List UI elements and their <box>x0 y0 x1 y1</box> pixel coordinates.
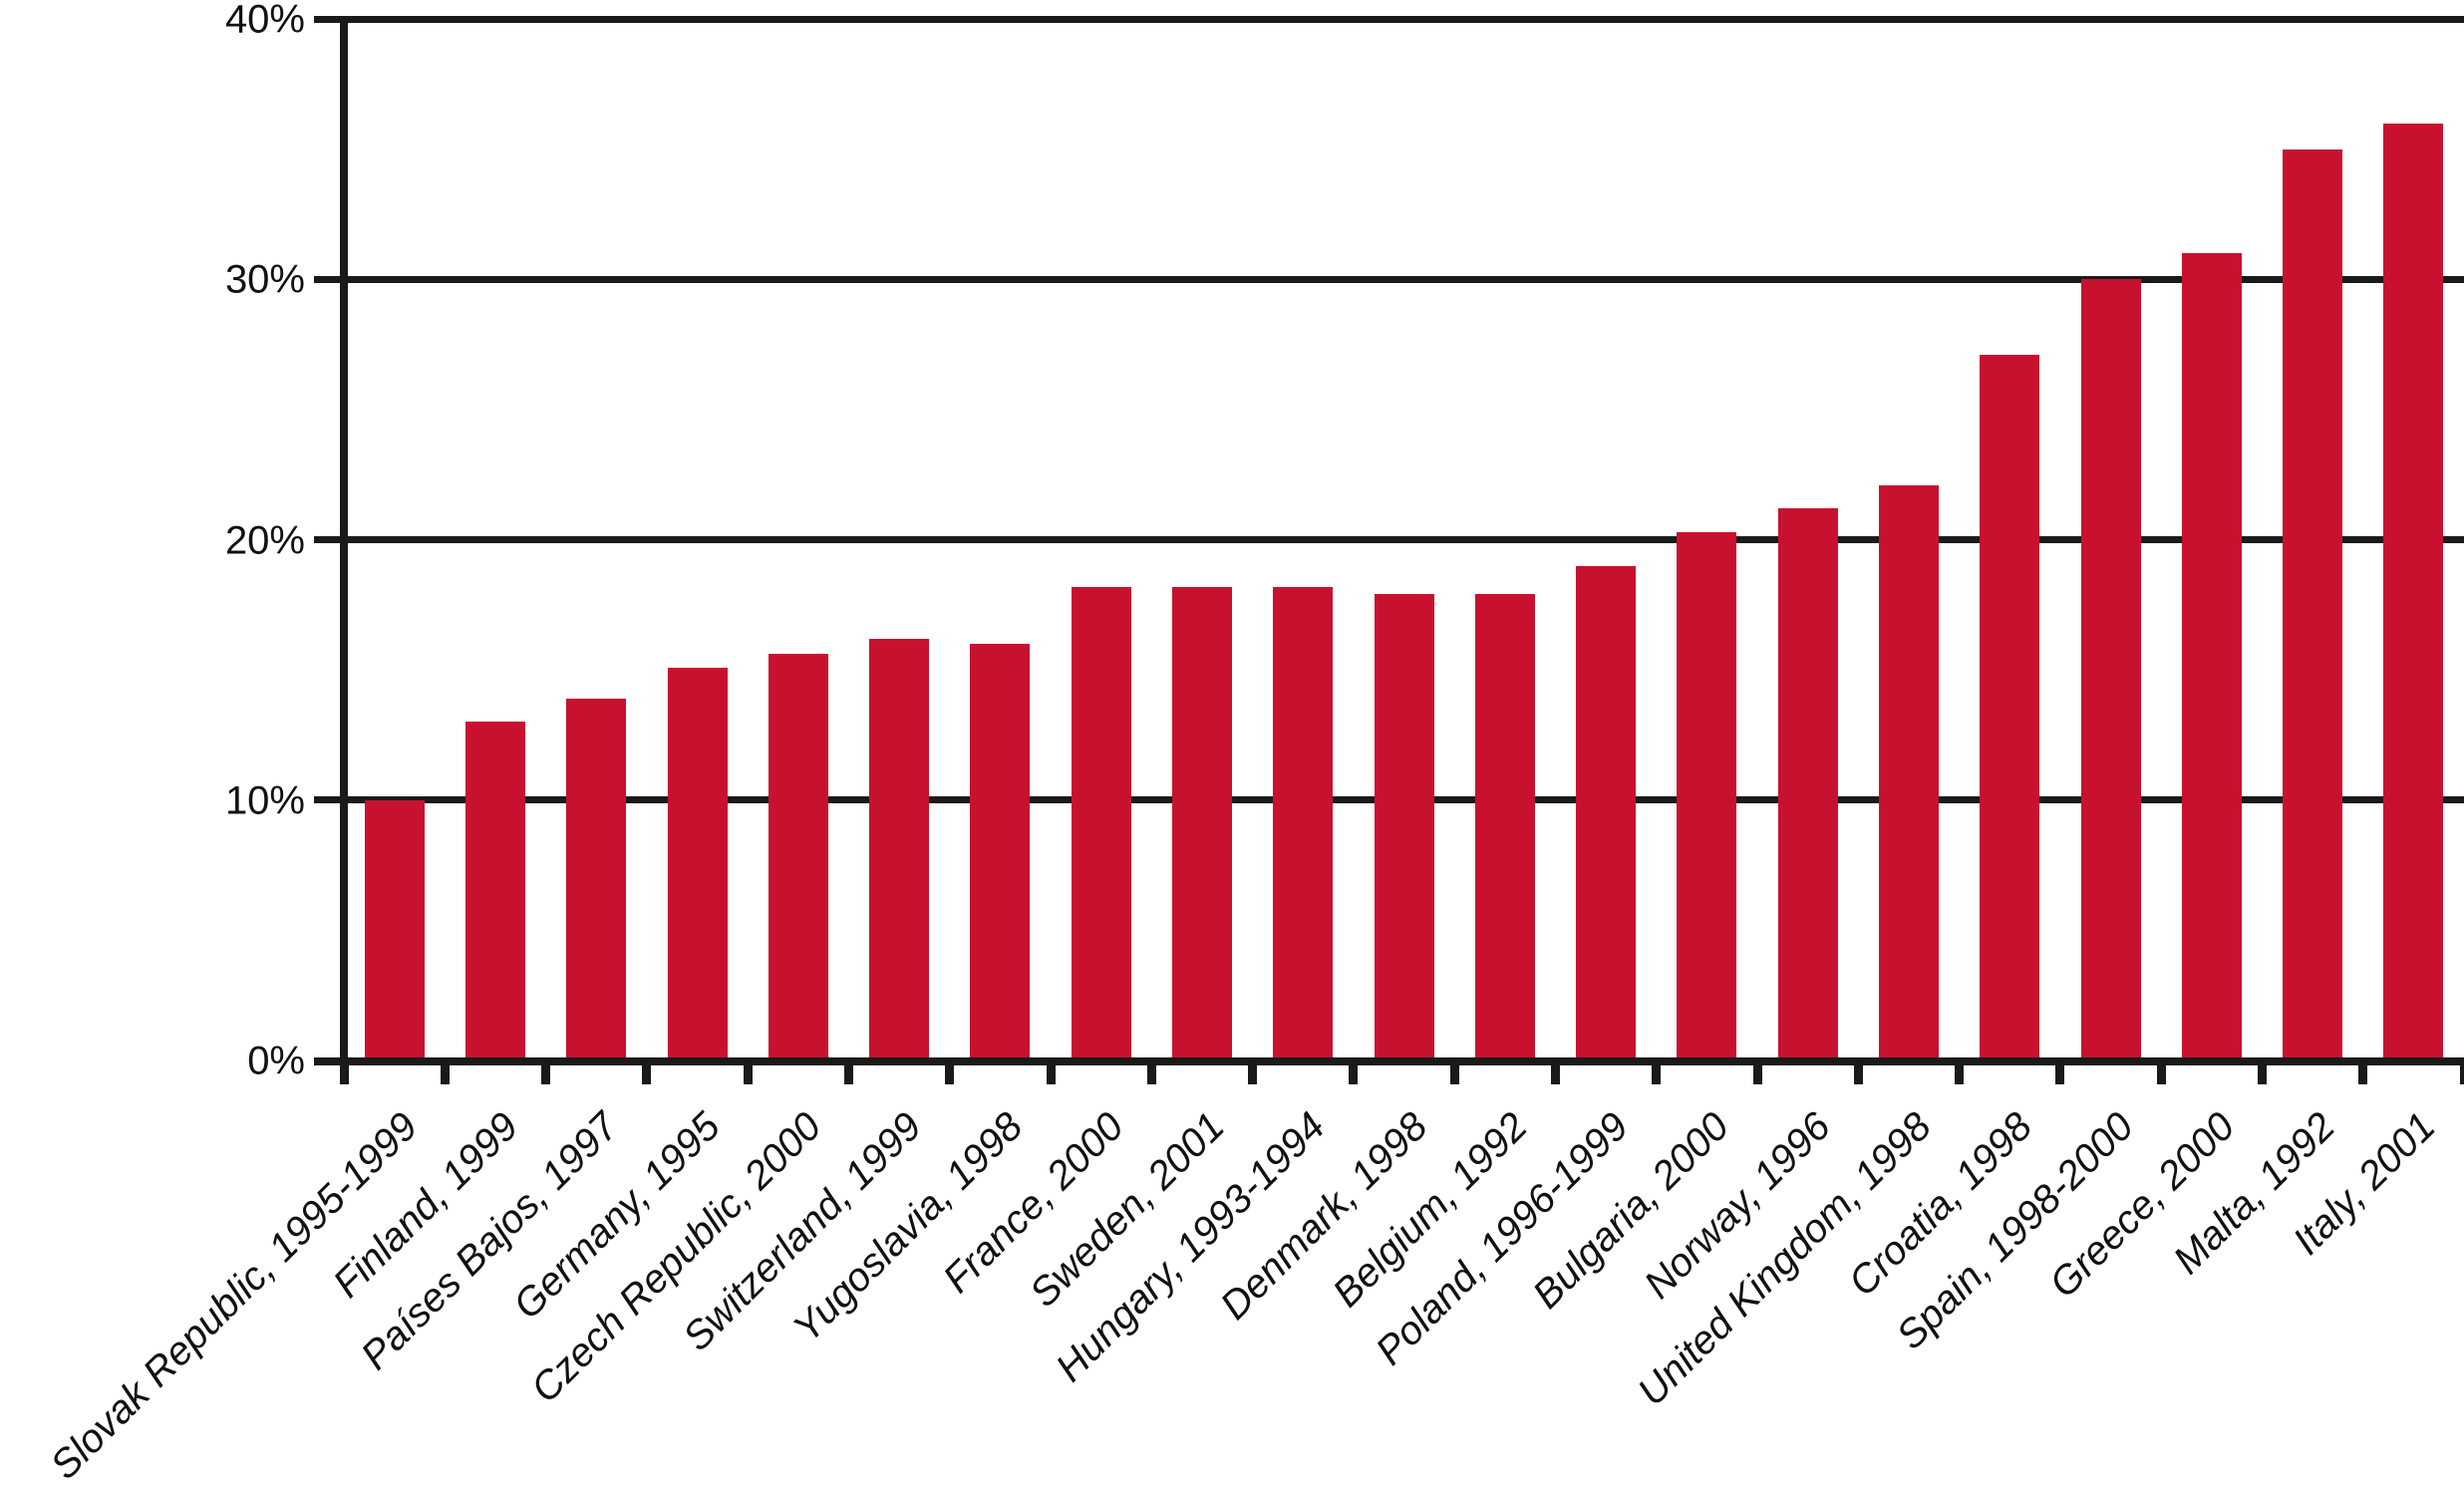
x-axis-tick <box>340 1064 349 1084</box>
x-axis-tick <box>945 1064 954 1084</box>
bar-belgium <box>1475 594 1535 1062</box>
bar-france <box>1072 587 1131 1062</box>
x-axis-tick <box>1854 1064 1863 1084</box>
gridline-30% <box>314 276 2464 283</box>
bar-poland <box>1576 566 1636 1062</box>
x-axis-tick <box>1047 1064 1056 1084</box>
x-axis-tick <box>1652 1064 1661 1084</box>
x-axis-tick <box>744 1064 753 1084</box>
bar-czech-republic <box>769 654 828 1062</box>
bar-spain <box>2081 279 2141 1062</box>
bar-germany <box>668 668 728 1062</box>
y-axis-tick-label: 20% <box>224 518 305 563</box>
bar-norway <box>1778 508 1838 1062</box>
x-axis-tick <box>642 1064 651 1084</box>
y-axis-line <box>340 16 348 1065</box>
x-axis-tick <box>2358 1064 2367 1084</box>
y-axis-tick-label: 30% <box>224 257 305 302</box>
x-axis-tick <box>1147 1064 1156 1084</box>
bar-pa-ses-bajos <box>566 699 626 1062</box>
x-axis-tick <box>1753 1064 1762 1084</box>
bar-italy <box>2383 124 2443 1063</box>
bar-hungary <box>1273 587 1333 1062</box>
x-axis-tick <box>441 1064 450 1084</box>
y-axis-tick-label: 40% <box>224 0 305 42</box>
bar-croatia <box>1980 355 2039 1062</box>
x-axis-tick <box>1248 1064 1257 1084</box>
bar-bulgaria <box>1677 532 1736 1062</box>
bar-switzerland <box>869 639 929 1062</box>
x-axis-tick <box>541 1064 550 1084</box>
x-axis-tick <box>2055 1064 2064 1084</box>
gridline-40% <box>314 16 2464 23</box>
x-axis-line <box>314 1057 2464 1065</box>
x-axis-tick <box>2460 1064 2464 1084</box>
bar-greece <box>2182 253 2242 1062</box>
y-axis-tick-label: 10% <box>224 778 305 823</box>
bar-united-kingdom <box>1879 485 1939 1062</box>
bar-slovak-republic <box>365 800 425 1062</box>
x-axis-tick <box>844 1064 853 1084</box>
x-axis-tick <box>2157 1064 2166 1084</box>
x-axis-tick <box>1450 1064 1459 1084</box>
x-axis-category-label: Slovak Republic, 1995-1999 <box>42 1104 427 1488</box>
x-axis-tick <box>1349 1064 1358 1084</box>
bar-malta <box>2283 149 2342 1062</box>
x-axis-tick <box>1955 1064 1964 1084</box>
y-axis-tick-label: 0% <box>247 1039 305 1083</box>
bar-sweden <box>1172 587 1232 1062</box>
bar-denmark <box>1375 594 1434 1062</box>
bar-finland <box>465 722 525 1062</box>
bar-yugoslavia <box>970 644 1030 1062</box>
gridline-20% <box>314 536 2464 543</box>
x-axis-tick <box>1551 1064 1560 1084</box>
x-axis-tick <box>2258 1064 2267 1084</box>
